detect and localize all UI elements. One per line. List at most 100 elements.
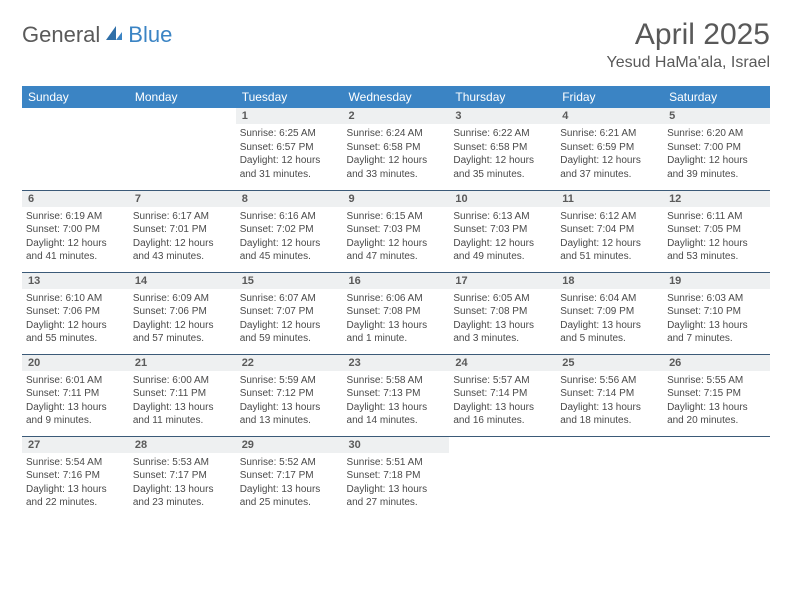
daylight-line: Daylight: 13 hours and 16 minutes. xyxy=(453,401,552,428)
day-number: 21 xyxy=(129,355,236,371)
sunrise-line: Sunrise: 5:54 AM xyxy=(26,456,125,470)
calendar-cell: 20Sunrise: 6:01 AMSunset: 7:11 PMDayligh… xyxy=(22,354,129,436)
sunrise-line: Sunrise: 6:07 AM xyxy=(240,292,339,306)
daylight-line: Daylight: 13 hours and 23 minutes. xyxy=(133,483,232,510)
calendar-cell: 23 Sunrise: 5:58 AMSunset: 7:13 PMDayligh… xyxy=(343,354,450,436)
calendar-cell: 19Sunrise: 6:03 AMSunset: 7:10 PMDayligh… xyxy=(663,272,770,354)
location: Yesud HaMa'ala, Israel xyxy=(607,54,770,72)
daylight-line: Daylight: 12 hours and 47 minutes. xyxy=(347,237,446,264)
calendar-cell: 8Sunrise: 6:16 AMSunset: 7:02 PMDaylight… xyxy=(236,190,343,272)
sunrise-line: Sunrise: 6:15 AM xyxy=(347,210,446,224)
calendar-cell xyxy=(22,108,129,190)
daylight-line: Daylight: 12 hours and 31 minutes. xyxy=(240,154,339,181)
daylight-line: Daylight: 13 hours and 13 minutes. xyxy=(240,401,339,428)
calendar-cell: 22Sunrise: 5:59 AMSunset: 7:12 PMDayligh… xyxy=(236,354,343,436)
sunset-line: Sunset: 6:57 PM xyxy=(240,141,339,155)
day-header: Tuesday xyxy=(236,86,343,108)
sunrise-line: Sunrise: 6:01 AM xyxy=(26,374,125,388)
sunset-line: Sunset: 7:11 PM xyxy=(133,387,232,401)
calendar-cell: 5Sunrise: 6:20 AMSunset: 7:00 PMDaylight… xyxy=(663,108,770,190)
day-number: 7 xyxy=(129,191,236,207)
daylight-line: Daylight: 12 hours and 37 minutes. xyxy=(560,154,659,181)
day-number: 12 xyxy=(663,191,770,207)
sunset-line: Sunset: 7:03 PM xyxy=(453,223,552,237)
sunrise-line: Sunrise: 6:17 AM xyxy=(133,210,232,224)
sunrise-line: Sunrise: 6:21 AM xyxy=(560,127,659,141)
sunrise-line: Sunrise: 6:10 AM xyxy=(26,292,125,306)
day-header: Thursday xyxy=(449,86,556,108)
day-number: 6 xyxy=(22,191,129,207)
day-header: Monday xyxy=(129,86,236,108)
day-number: 27 xyxy=(22,437,129,453)
day-number: 28 xyxy=(129,437,236,453)
calendar-cell xyxy=(129,108,236,190)
sunrise-line: Sunrise: 5:58 AM xyxy=(347,374,446,388)
sunset-line: Sunset: 7:14 PM xyxy=(560,387,659,401)
calendar-cell: 10Sunrise: 6:13 AMSunset: 7:03 PMDayligh… xyxy=(449,190,556,272)
daylight-line: Daylight: 13 hours and 18 minutes. xyxy=(560,401,659,428)
day-number: 11 xyxy=(556,191,663,207)
calendar-cell: 25Sunrise: 5:56 AMSunset: 7:14 PMDayligh… xyxy=(556,354,663,436)
day-number: 3 xyxy=(449,108,556,124)
sunset-line: Sunset: 7:17 PM xyxy=(133,469,232,483)
daylight-line: Daylight: 13 hours and 27 minutes. xyxy=(347,483,446,510)
sunrise-line: Sunrise: 6:22 AM xyxy=(453,127,552,141)
day-number: 2 xyxy=(343,108,450,124)
sunset-line: Sunset: 7:08 PM xyxy=(347,305,446,319)
header: General Blue April 2025 Yesud HaMa'ala, … xyxy=(22,18,770,72)
sunrise-line: Sunrise: 6:12 AM xyxy=(560,210,659,224)
logo-text-general: General xyxy=(22,22,100,48)
sunrise-line: Sunrise: 6:11 AM xyxy=(667,210,766,224)
day-header: Friday xyxy=(556,86,663,108)
daylight-line: Daylight: 12 hours and 39 minutes. xyxy=(667,154,766,181)
day-header: Wednesday xyxy=(343,86,450,108)
sunset-line: Sunset: 7:17 PM xyxy=(240,469,339,483)
calendar-cell: 16Sunrise: 6:06 AMSunset: 7:08 PMDayligh… xyxy=(343,272,450,354)
sunrise-line: Sunrise: 6:04 AM xyxy=(560,292,659,306)
daylight-line: Daylight: 13 hours and 1 minute. xyxy=(347,319,446,346)
calendar-cell: 6Sunrise: 6:19 AMSunset: 7:00 PMDaylight… xyxy=(22,190,129,272)
sunrise-line: Sunrise: 6:06 AM xyxy=(347,292,446,306)
day-number: 20 xyxy=(22,355,129,371)
sunset-line: Sunset: 7:08 PM xyxy=(453,305,552,319)
day-number: 18 xyxy=(556,273,663,289)
calendar-cell xyxy=(556,436,663,518)
day-number: 24 xyxy=(449,355,556,371)
day-number: 22 xyxy=(236,355,343,371)
day-header: Saturday xyxy=(663,86,770,108)
calendar-cell: 24Sunrise: 5:57 AMSunset: 7:14 PMDayligh… xyxy=(449,354,556,436)
daylight-line: Daylight: 12 hours and 43 minutes. xyxy=(133,237,232,264)
sunset-line: Sunset: 7:00 PM xyxy=(26,223,125,237)
calendar-cell: 29Sunrise: 5:52 AMSunset: 7:17 PMDayligh… xyxy=(236,436,343,518)
daylight-line: Daylight: 13 hours and 9 minutes. xyxy=(26,401,125,428)
sunset-line: Sunset: 7:01 PM xyxy=(133,223,232,237)
daylight-line: Daylight: 12 hours and 45 minutes. xyxy=(240,237,339,264)
sunset-line: Sunset: 7:05 PM xyxy=(667,223,766,237)
calendar-table: SundayMondayTuesdayWednesdayThursdayFrid… xyxy=(22,86,770,518)
month-title: April 2025 xyxy=(607,18,770,52)
sunset-line: Sunset: 7:15 PM xyxy=(667,387,766,401)
calendar-cell: 2Sunrise: 6:24 AMSunset: 6:58 PMDaylight… xyxy=(343,108,450,190)
daylight-line: Daylight: 13 hours and 14 minutes. xyxy=(347,401,446,428)
sunset-line: Sunset: 7:16 PM xyxy=(26,469,125,483)
daylight-line: Daylight: 12 hours and 55 minutes. xyxy=(26,319,125,346)
day-number: 23 xyxy=(343,355,450,371)
sunset-line: Sunset: 6:59 PM xyxy=(560,141,659,155)
day-number: 14 xyxy=(129,273,236,289)
daylight-line: Daylight: 12 hours and 41 minutes. xyxy=(26,237,125,264)
sunrise-line: Sunrise: 6:24 AM xyxy=(347,127,446,141)
sunrise-line: Sunrise: 5:52 AM xyxy=(240,456,339,470)
calendar-cell: 30Sunrise: 5:51 AMSunset: 7:18 PMDayligh… xyxy=(343,436,450,518)
sunrise-line: Sunrise: 6:03 AM xyxy=(667,292,766,306)
day-number: 4 xyxy=(556,108,663,124)
sunrise-line: Sunrise: 5:53 AM xyxy=(133,456,232,470)
calendar-cell: 28 Sunrise: 5:53 AMSunset: 7:17 PMDayligh… xyxy=(129,436,236,518)
calendar-cell: 26Sunrise: 5:55 AMSunset: 7:15 PMDayligh… xyxy=(663,354,770,436)
calendar-cell: 18Sunrise: 6:04 AMSunset: 7:09 PMDayligh… xyxy=(556,272,663,354)
calendar-cell: 15Sunrise: 6:07 AMSunset: 7:07 PMDayligh… xyxy=(236,272,343,354)
day-number: 29 xyxy=(236,437,343,453)
sunset-line: Sunset: 7:13 PM xyxy=(347,387,446,401)
sunset-line: Sunset: 7:14 PM xyxy=(453,387,552,401)
daylight-line: Daylight: 12 hours and 49 minutes. xyxy=(453,237,552,264)
calendar-cell: 3Sunrise: 6:22 AMSunset: 6:58 PMDaylight… xyxy=(449,108,556,190)
